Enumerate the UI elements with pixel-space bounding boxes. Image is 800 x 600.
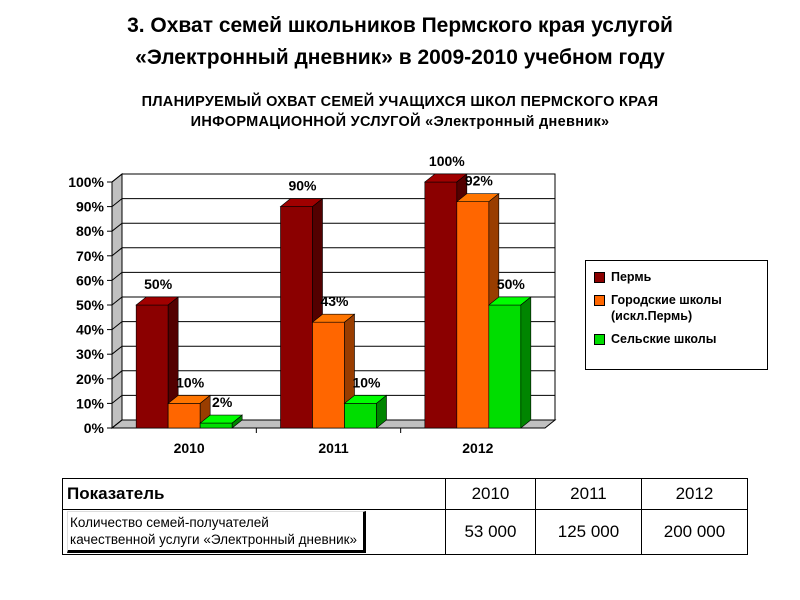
data-label: 50% bbox=[144, 276, 173, 292]
legend-label: Городские школы (искл.Пермь) bbox=[611, 293, 722, 323]
legend-swatch bbox=[594, 334, 605, 345]
table-header-row: Показатель 2010 2011 2012 bbox=[62, 478, 749, 510]
data-label: 90% bbox=[288, 178, 317, 194]
chart-title: ПЛАНИРУЕМЫЙ ОХВАТ СЕМЕЙ УЧАЩИХСЯ ШКОЛ ПЕ… bbox=[141, 94, 659, 130]
gridline bbox=[111, 198, 555, 207]
data-label: 100% bbox=[429, 153, 465, 169]
bar-side bbox=[520, 296, 532, 429]
table-row-label: Количество семей-получателей качественно… bbox=[62, 509, 446, 555]
y-tick-label: 70% bbox=[76, 248, 105, 264]
table-row: Количество семей-получателей качественно… bbox=[62, 509, 749, 555]
table-header-label: Показатель bbox=[62, 478, 446, 510]
legend-swatch bbox=[594, 272, 605, 283]
data-label: 10% bbox=[176, 374, 205, 390]
bar-front bbox=[488, 304, 522, 429]
gridline bbox=[111, 394, 555, 404]
y-tick-label: 20% bbox=[76, 371, 105, 387]
y-tick-label: 100% bbox=[68, 174, 104, 190]
slide-title-text: 3. Охват семей школьников Пермского края… bbox=[127, 14, 673, 69]
y-tick-label: 40% bbox=[76, 322, 105, 338]
bar-front bbox=[424, 181, 458, 429]
data-label: 2% bbox=[212, 394, 233, 410]
data-label: 43% bbox=[320, 293, 349, 309]
bar-chart: 0% 10% 20% 30% 40% 50% 60% 70% 80% 90% 100% 2010 50%… bbox=[68, 153, 557, 456]
bar-front bbox=[199, 422, 233, 429]
y-tick-label: 80% bbox=[76, 223, 105, 239]
indicator-table: Показатель 2010 2011 2012 Количество сем… bbox=[62, 478, 749, 555]
bar-front bbox=[135, 304, 169, 429]
y-tick-label: 60% bbox=[76, 272, 105, 288]
slide-title: 3. Охват семей школьников Пермского края… bbox=[0, 10, 800, 74]
gridline bbox=[111, 271, 555, 281]
y-tick-label: 50% bbox=[76, 297, 105, 313]
gridline bbox=[111, 296, 555, 306]
table-header-year: 2012 bbox=[640, 478, 749, 510]
data-label: 50% bbox=[497, 276, 526, 292]
bar-front bbox=[167, 403, 201, 429]
table-header-year: 2011 bbox=[534, 478, 642, 510]
gridline bbox=[111, 419, 555, 429]
x-tick-label: 2012 bbox=[462, 440, 493, 456]
bar-side bbox=[231, 414, 243, 429]
gridline bbox=[111, 321, 555, 330]
x-tick-label: 2010 bbox=[174, 440, 205, 456]
bar-side bbox=[376, 394, 387, 429]
legend-item: Городские школы (искл.Пермь) bbox=[594, 292, 759, 324]
table-row-label-text: Количество семей-получателей качественно… bbox=[67, 511, 367, 553]
table-cell: 125 000 bbox=[534, 509, 642, 555]
gridline bbox=[111, 247, 555, 257]
bar-front bbox=[344, 403, 377, 429]
data-label: 92% bbox=[465, 173, 494, 189]
table-cell: 200 000 bbox=[640, 509, 749, 555]
table-cell: 53 000 bbox=[445, 509, 536, 555]
table-header-year: 2010 bbox=[445, 478, 536, 510]
bar-front bbox=[280, 206, 313, 429]
bar-front bbox=[312, 321, 345, 429]
data-label: 10% bbox=[352, 374, 381, 390]
y-tick-label: 90% bbox=[76, 199, 105, 215]
legend-label: Пермь bbox=[611, 270, 652, 284]
x-tick-label: 2011 bbox=[318, 440, 349, 456]
legend-item: Сельские школы bbox=[594, 331, 759, 347]
gridline bbox=[111, 345, 555, 355]
chart-legend: Пермь Городские школы (искл.Пермь) Сельски… bbox=[585, 260, 768, 370]
legend-swatch bbox=[594, 295, 605, 306]
bar-front bbox=[456, 201, 490, 429]
y-tick-label: 10% bbox=[76, 395, 105, 411]
gridline bbox=[111, 370, 555, 380]
y-tick-label: 30% bbox=[76, 346, 105, 362]
legend-item: Пермь bbox=[594, 269, 759, 285]
gridline bbox=[111, 222, 555, 232]
y-tick-label: 0% bbox=[84, 420, 105, 436]
gridline bbox=[111, 173, 555, 183]
legend-label: Сельские школы bbox=[611, 332, 717, 346]
